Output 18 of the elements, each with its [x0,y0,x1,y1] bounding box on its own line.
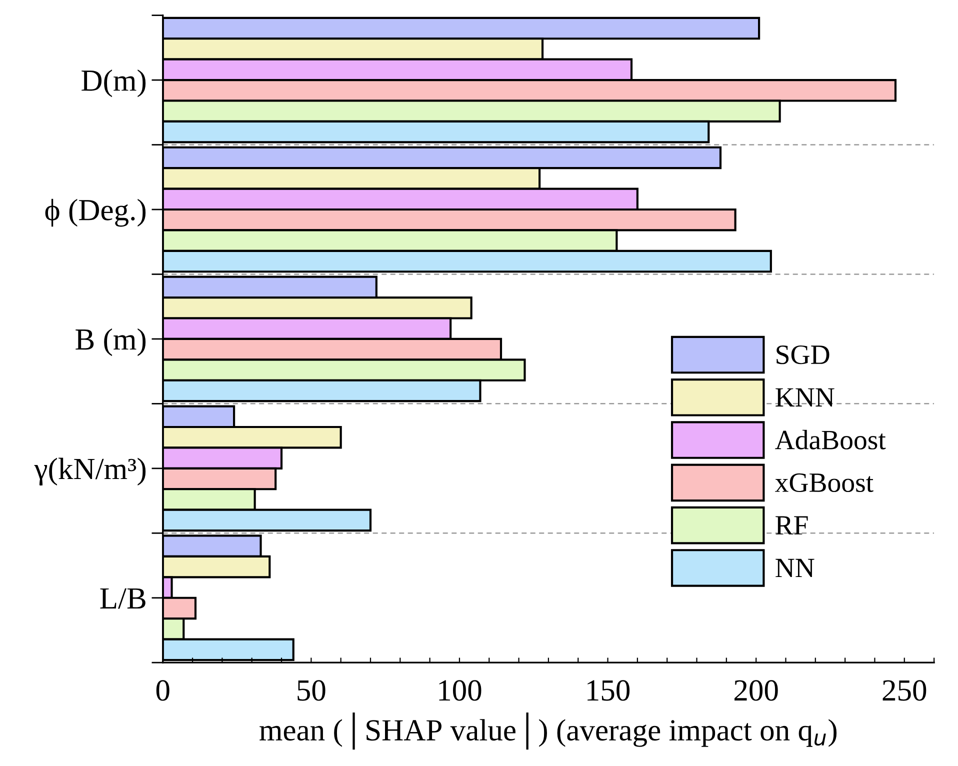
x-tick-label: 50 [298,680,326,701]
x-tick-label: 250 [882,680,926,701]
legend-label: AdaBoost [775,430,886,450]
x-tick-label: 150 [588,680,630,701]
x-tick-label: 200 [734,680,778,701]
y-tick-label: D(m) [82,69,146,98]
x-tick-label: 0 [156,680,170,701]
x-tick-label: 100 [439,680,482,701]
legend-label: SGD [776,345,830,364]
legend-label: KNN [776,388,834,407]
y-tick-label: γ(kN/m³) [34,458,146,486]
y-tick-label: B (m) [76,328,146,356]
x-axis-title: mean (│SHAP value│) (average impact on q$_{u}$) [260,712,837,750]
legend-label: NN [776,558,814,578]
y-tick-label: L/B [100,588,146,609]
legend-label: RF [776,516,808,534]
y-tick-label: ϕ (Deg.) [45,198,146,227]
legend-label: xGBoost [775,473,874,492]
